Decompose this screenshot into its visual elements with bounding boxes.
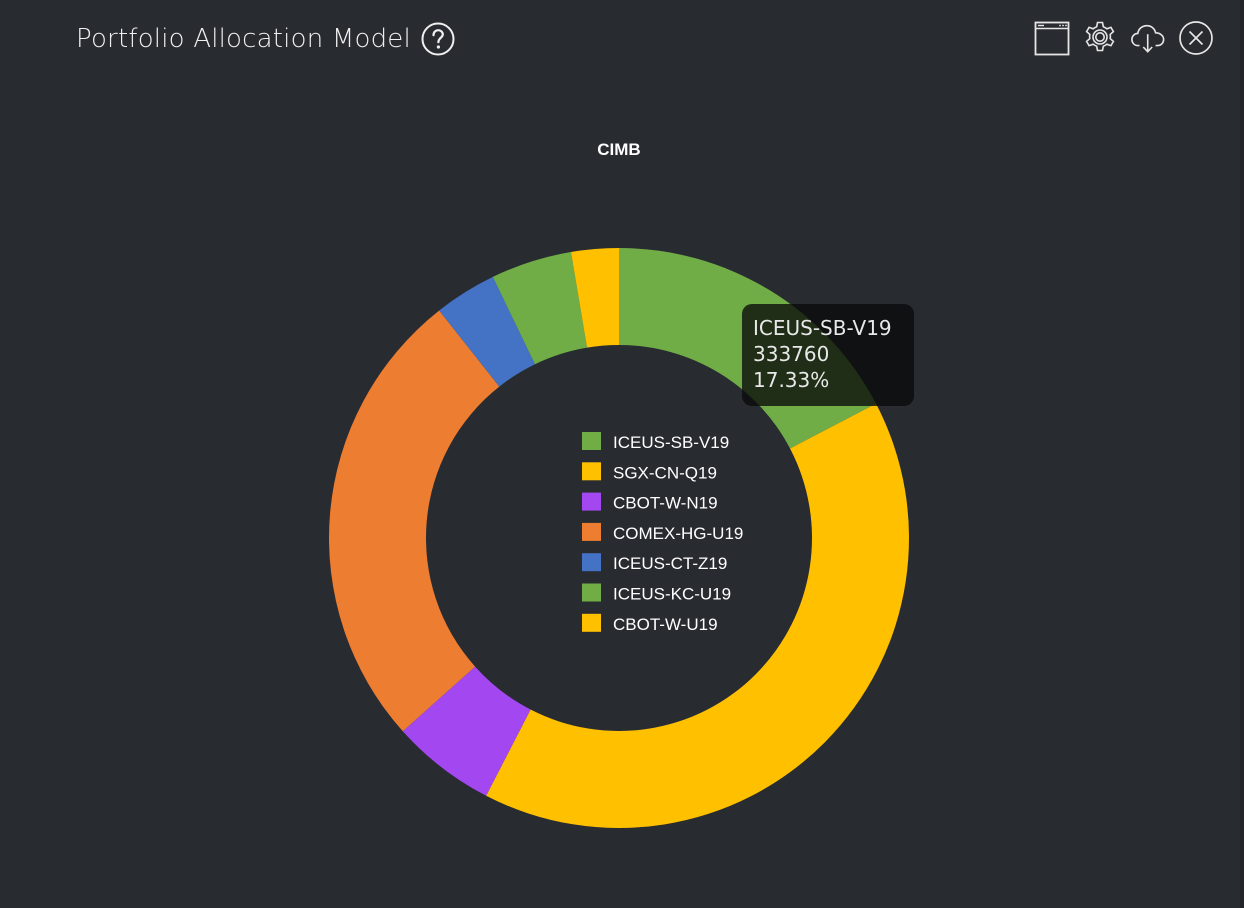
slice-iceus-kc-u19[interactable] [492,252,588,365]
slice-iceus-ct-z19[interactable] [439,276,536,387]
tooltip-percent: 17.33% [753,368,830,392]
cloud-download-icon[interactable] [1130,18,1166,58]
legend-item-label[interactable]: ICEUS-SB-V19 [613,433,729,452]
slice-cbot-w-n19[interactable] [402,666,531,796]
slice-tooltip: ICEUS-SB-V19 333760 17.33% [742,304,914,406]
slice-comex-hg-u19[interactable] [329,310,500,732]
page-title: Portfolio Allocation Model [76,24,411,54]
slice-sgx-cn-q19[interactable] [486,403,910,828]
tooltip-value: 333760 [753,342,830,366]
window-icon[interactable] [1034,18,1070,58]
legend-swatch [582,492,601,511]
legend-swatch [582,522,601,541]
window-edge [1240,0,1244,908]
legend-swatch [582,432,601,450]
legend-item-label[interactable]: ICEUS-CT-Z19 [613,554,727,573]
toolbar [1034,18,1214,58]
legend-item-label[interactable]: CBOT-W-U19 [613,615,718,634]
gear-icon[interactable] [1082,18,1118,58]
legend-swatch [582,583,601,602]
header: Portfolio Allocation Model [76,22,455,56]
slice-cbot-w-u19[interactable] [570,248,619,348]
legend-swatch [582,553,601,572]
legend-item-label[interactable]: ICEUS-KC-U19 [613,585,731,604]
legend-swatch [582,462,601,481]
legend-item-label[interactable]: CBOT-W-N19 [613,494,718,513]
chart-title: CIMB [597,140,640,159]
legend-swatch [582,613,601,632]
chart-legend: ICEUS-SB-V19 SGX-CN-Q19 CBOT-W-N19 COMEX-HG… [582,432,743,634]
legend-item-label[interactable]: SGX-CN-Q19 [613,463,717,482]
help-icon[interactable] [421,22,455,56]
close-icon[interactable] [1178,18,1214,58]
legend-item-label[interactable]: COMEX-HG-U19 [613,524,743,543]
tooltip-label: ICEUS-SB-V19 [753,316,892,340]
